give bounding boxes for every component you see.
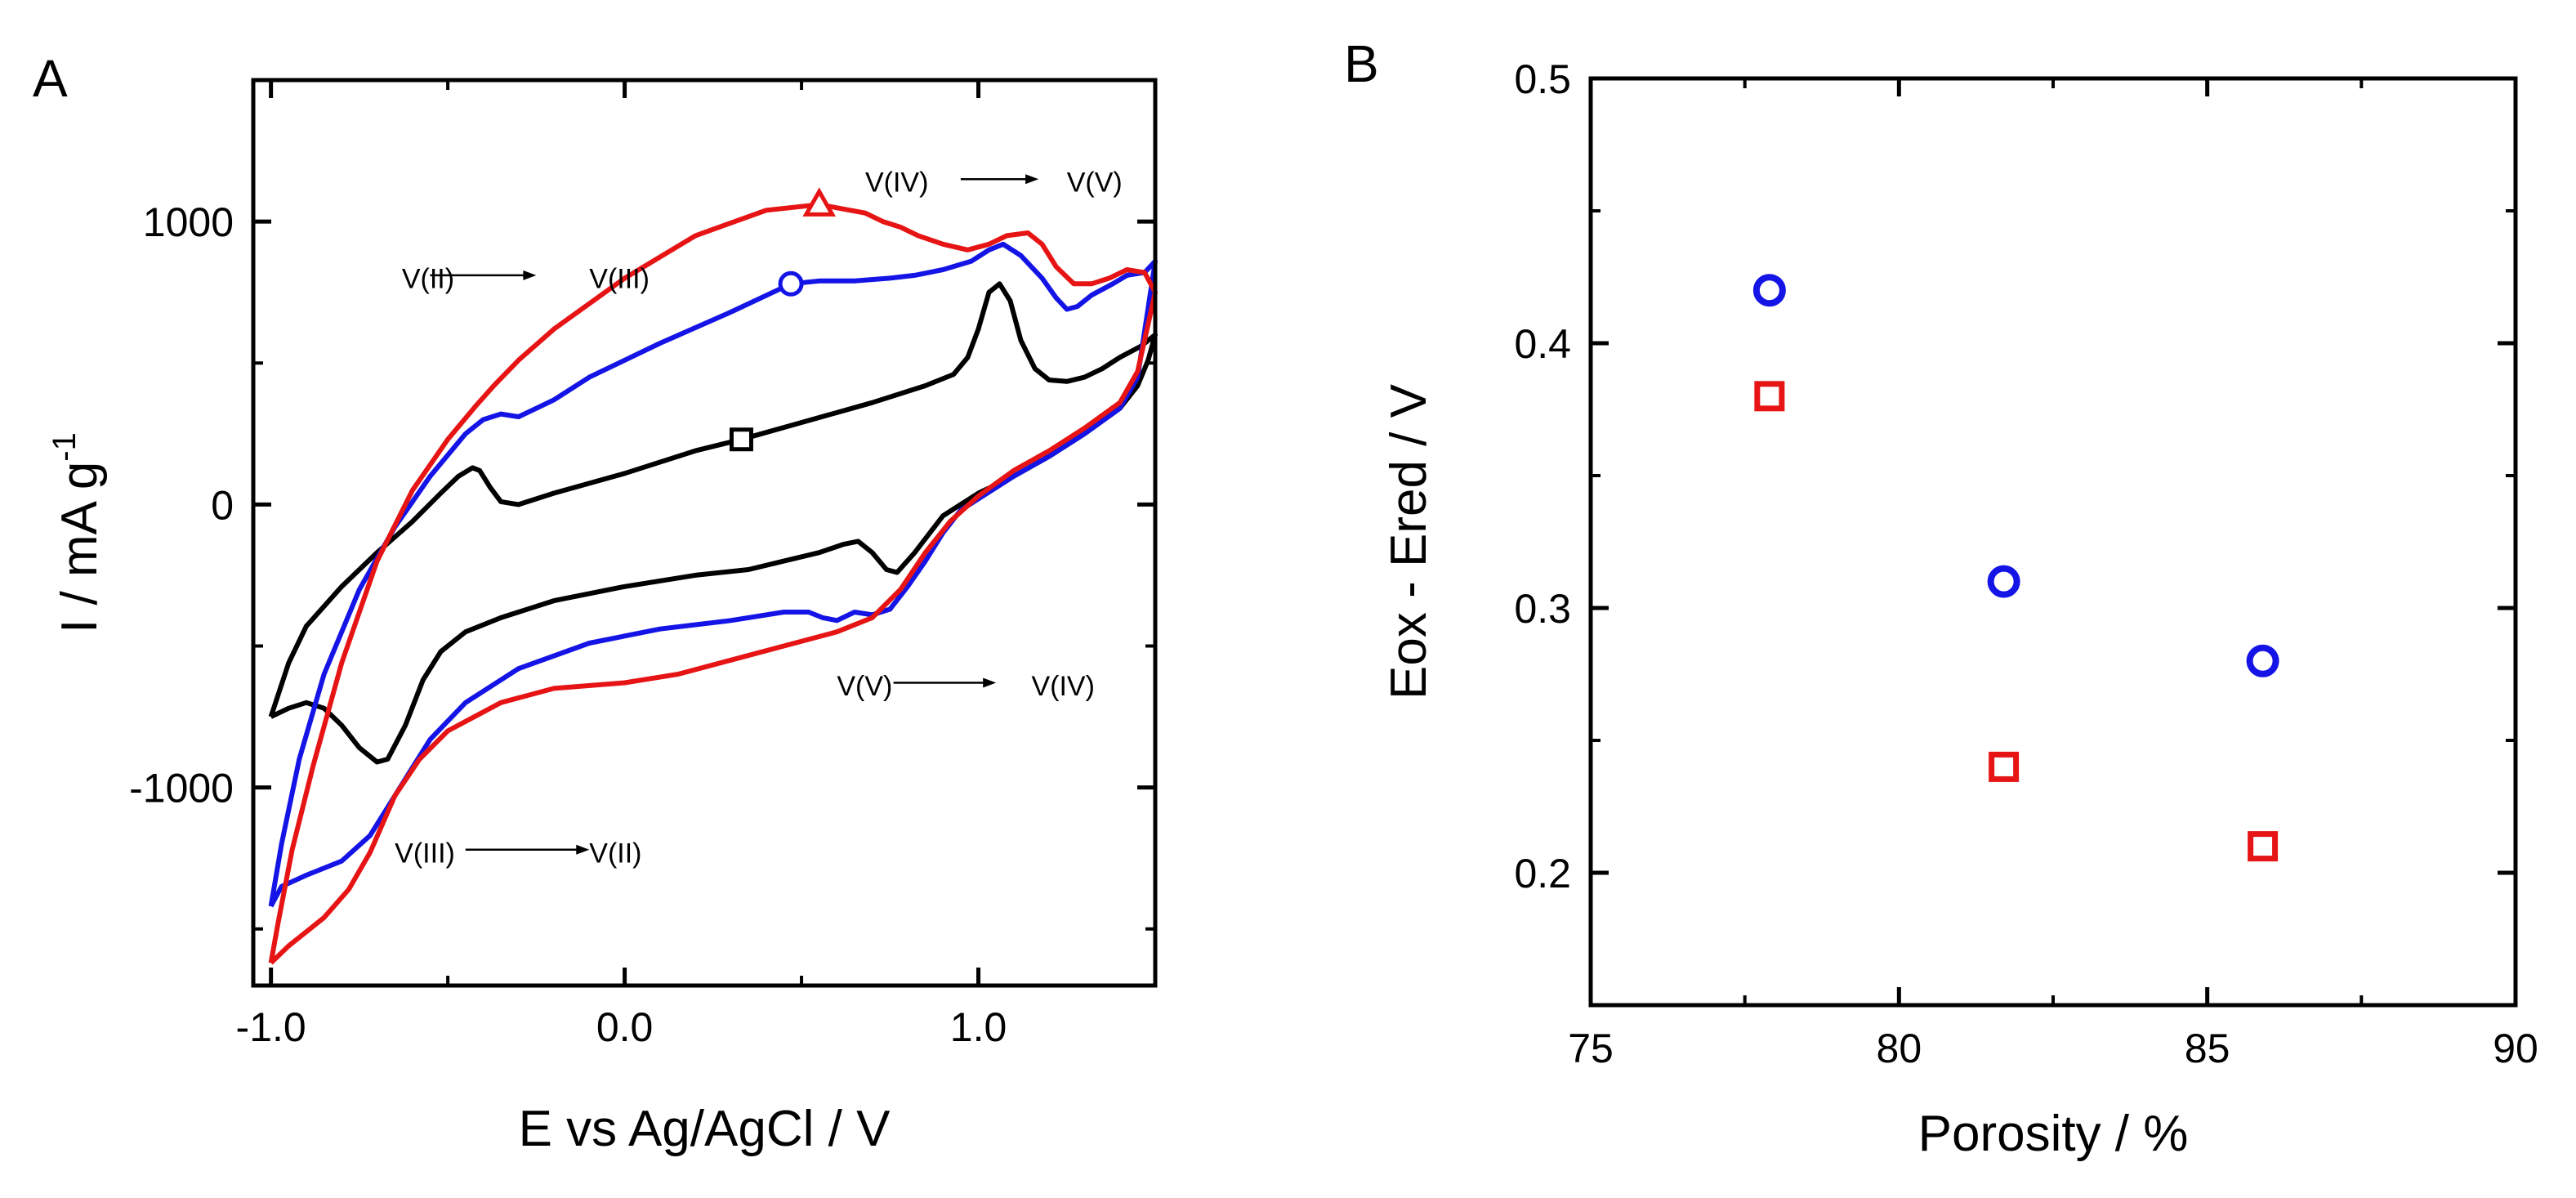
marker-triangle (802, 187, 837, 217)
marker-circle (778, 270, 804, 297)
panel-b: B 75 80 85 90 0.2 0.3 0.4 0.5 Porosity / % Eox … (1344, 34, 2538, 1162)
panel-a-series (268, 202, 1158, 965)
x-tick-label: -1.0 (236, 1004, 306, 1050)
panel-a: A V(II) V(III)V(IV) V(V)V(V) V(IV)V(III) V(I… (33, 49, 1158, 1157)
panel-a-y-axis-label-superscript: -1 (47, 432, 83, 462)
annotation-from-label: V(II) (402, 263, 454, 294)
marker-square (729, 427, 753, 452)
annotation-to-label: V(II) (589, 838, 641, 869)
annotation-from-label: V(IV) (865, 168, 928, 199)
data-point-square (1754, 381, 1785, 412)
y-tick-label: 0 (211, 482, 234, 528)
data-point-square (1989, 751, 2020, 782)
data-point-circle (1752, 274, 1786, 307)
panel-a-letter: A (33, 49, 68, 108)
panel-b-letter: B (1344, 34, 1379, 93)
panel-a-markers (729, 187, 837, 452)
cv-curve-red (268, 202, 1158, 965)
panel-a-y-axis-label: I / mA g-1 (47, 432, 108, 633)
annotation-arrow-head (983, 677, 997, 688)
annotation-from-label: V(V) (837, 671, 892, 702)
data-point-circle (2246, 644, 2279, 677)
panel-a-annotations: V(II) V(III) V(IV) V(V) V(V) V(IV) V(III) V(II) (395, 168, 1123, 869)
panel-b-points (1752, 274, 2279, 862)
data-point-circle (1987, 565, 2020, 598)
panel-b-x-axis-label: Porosity / % (1918, 1106, 2189, 1162)
y-tick-label: -1000 (129, 766, 234, 811)
cv-curve-blue (268, 241, 1158, 908)
y-tick-label: 0.4 (1514, 321, 1571, 367)
y-tick-label: 1000 (143, 199, 234, 245)
data-point-square (2248, 831, 2279, 862)
panel-a-y-axis-label-main: I / mA g (51, 462, 108, 633)
annotation-from-label: V(III) (395, 838, 455, 869)
x-tick-label: 90 (2493, 1026, 2538, 1071)
annotation-to-label: V(V) (1067, 168, 1123, 199)
x-tick-label: 80 (1877, 1026, 1922, 1071)
x-tick-label: 85 (2185, 1026, 2230, 1071)
annotation-arrow-head (576, 844, 590, 855)
y-tick-label: 0.3 (1514, 586, 1571, 632)
panel-b-frame (1588, 76, 2518, 1008)
panel-a-frame (251, 78, 1158, 988)
panel-b-ticks: 75 80 85 90 0.2 0.3 0.4 0.5 (1514, 56, 2538, 1071)
annotation-to-label: V(III) (589, 263, 650, 294)
x-tick-label: 75 (1568, 1026, 1614, 1071)
x-tick-label: 0.0 (596, 1004, 654, 1050)
annotation-to-label: V(IV) (1031, 671, 1094, 702)
y-tick-label: 0.5 (1514, 56, 1571, 102)
annotation-arrow-head (1025, 174, 1039, 185)
cv-curve-black (268, 281, 1158, 765)
y-tick-label: 0.2 (1514, 851, 1571, 896)
panel-a-ticks: -1.0 0.0 1.0 -1000 0 1000 (129, 78, 1155, 1050)
panel-b-y-axis-label: Eox - Ered / V (1381, 383, 1437, 700)
panel-a-x-axis-label: E vs Ag/AgCl / V (519, 1101, 891, 1157)
x-tick-label: 1.0 (950, 1004, 1007, 1050)
annotation-arrow-head (523, 270, 537, 280)
